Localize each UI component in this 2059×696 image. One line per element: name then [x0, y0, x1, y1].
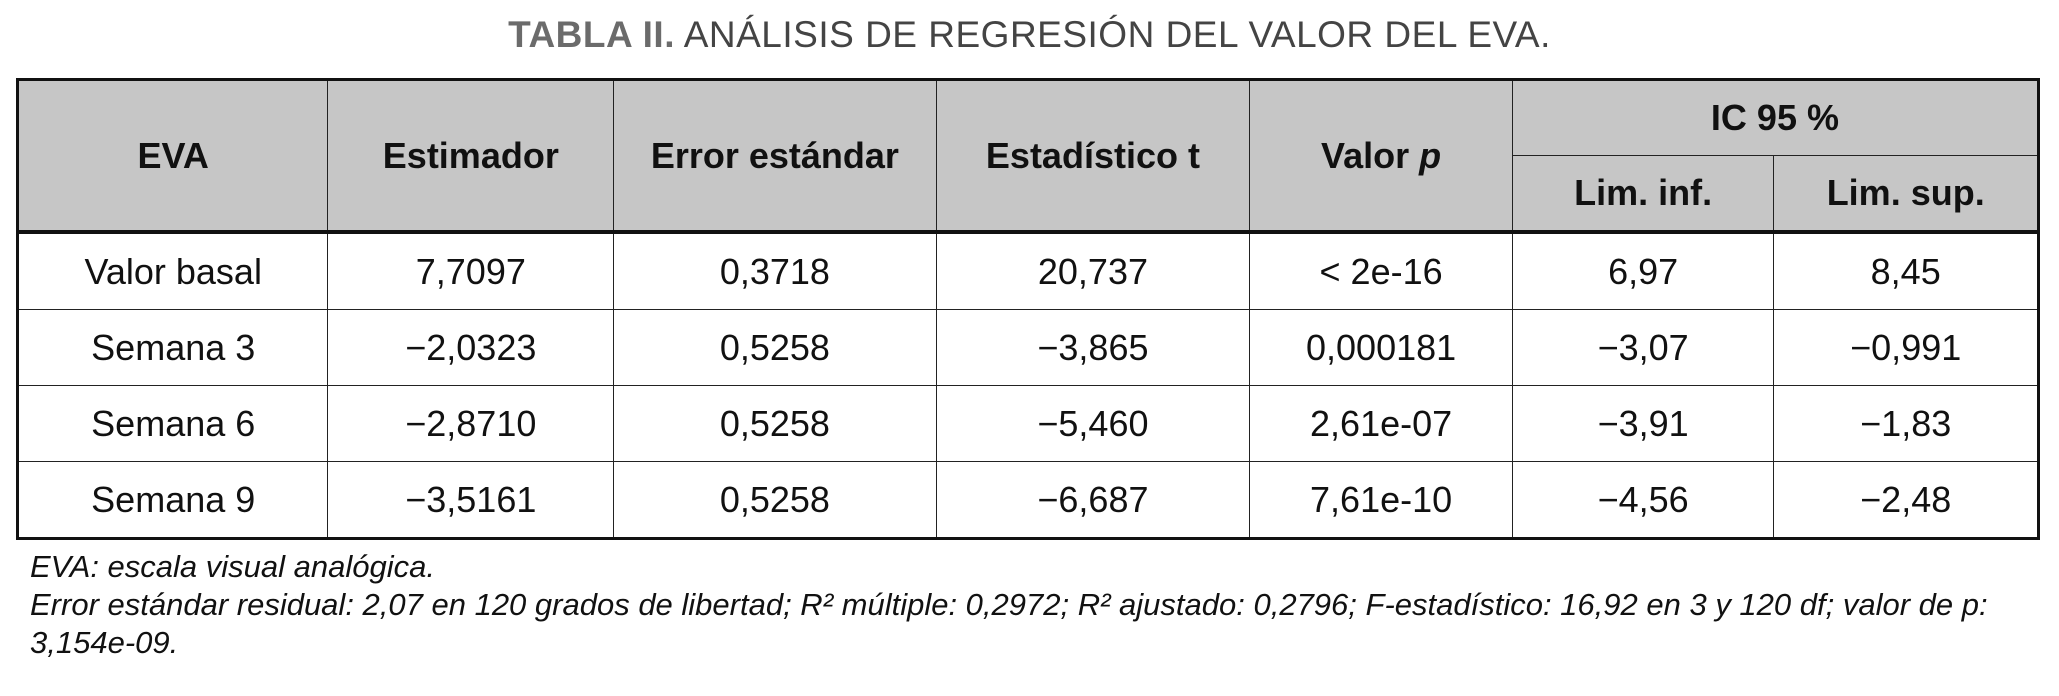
header-lim-sup: Lim. sup.: [1773, 155, 2039, 233]
header-eva: EVA: [16, 79, 329, 233]
table-cell: −2,8710: [327, 385, 615, 462]
header-estimador: Estimador: [327, 79, 615, 233]
table-cell: < 2e-16: [1249, 230, 1513, 310]
table-cell: 0,5258: [613, 461, 937, 539]
table-cell: −6,687: [935, 461, 1251, 539]
table-cell: −2,48: [1773, 461, 2039, 539]
table-cell: −4,56: [1511, 461, 1775, 539]
table-cell: Semana 3: [16, 309, 329, 386]
table-cell: −1,83: [1773, 385, 2039, 462]
table-cell: 0,5258: [613, 309, 937, 386]
regression-table: EVA Estimador Error estándar Estadístico…: [16, 78, 2040, 540]
table-caption: ANÁLISIS DE REGRESIÓN DEL VALOR DEL EVA.: [683, 14, 1551, 55]
table-cell: Semana 6: [16, 385, 329, 462]
table-cell: 2,61e-07: [1249, 385, 1513, 462]
table-cell: 20,737: [935, 230, 1251, 310]
table-row: Valor basal 7,7097 0,3718 20,737 < 2e-16 6,97…: [16, 230, 2039, 310]
header-estadistico-t: Estadístico t: [935, 79, 1251, 233]
header-valor-label: Valor: [1321, 134, 1410, 176]
header-valor-p: Valor p: [1249, 79, 1513, 233]
table-cell: −3,07: [1511, 309, 1775, 386]
note-abbreviation: EVA: escala visual analógica.: [30, 549, 435, 584]
table-cell: 6,97: [1511, 230, 1775, 310]
table-cell: −3,5161: [327, 461, 615, 539]
table-cell: 0,3718: [613, 230, 937, 310]
table-cell: Valor basal: [16, 230, 329, 310]
table-cell: −3,865: [935, 309, 1251, 386]
table-cell: −5,460: [935, 385, 1251, 462]
table-cell: Semana 9: [16, 461, 329, 539]
table-cell: 8,45: [1773, 230, 2039, 310]
table-cell: −3,91: [1511, 385, 1775, 462]
table-row: Semana 6 −2,8710 0,5258 −5,460 2,61e-07 −3,91…: [16, 385, 2039, 462]
table-cell: 7,7097: [327, 230, 615, 310]
table-cell: 7,61e-10: [1249, 461, 1513, 539]
header-lim-inf: Lim. inf.: [1511, 155, 1775, 233]
table-cell: 0,5258: [613, 385, 937, 462]
table-cell: 0,000181: [1249, 309, 1513, 386]
table-notes: EVA: escala visual analógica. Error está…: [30, 548, 2030, 662]
table-number: TABLA II.: [508, 14, 675, 55]
header-error-estandar: Error estándar: [613, 79, 937, 233]
table-cell: −2,0323: [327, 309, 615, 386]
table-row: Semana 9 −3,5161 0,5258 −6,687 7,61e-10 −4,56…: [16, 461, 2039, 539]
table-cell: −0,991: [1773, 309, 2039, 386]
header-p-label: p: [1419, 134, 1442, 176]
header-ic95: IC 95 %: [1511, 79, 2040, 156]
table-title: TABLA II. ANÁLISIS DE REGRESIÓN DEL VALO…: [0, 14, 2059, 56]
table-row: Semana 3 −2,0323 0,5258 −3,865 0,000181 −3,07…: [16, 309, 2039, 386]
note-model-stats: Error estándar residual: 2,07 en 120 gra…: [30, 587, 1988, 660]
